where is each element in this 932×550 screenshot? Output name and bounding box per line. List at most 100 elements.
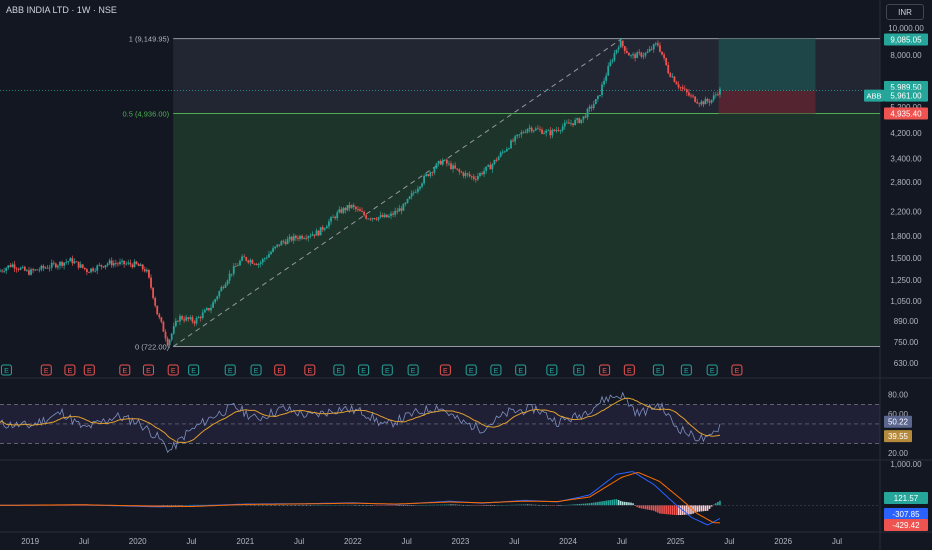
candle-body xyxy=(363,211,366,216)
macd-histogram-bar xyxy=(179,505,181,506)
candle-body xyxy=(131,264,134,268)
candle-body xyxy=(615,49,618,54)
macd-histogram-bar xyxy=(514,504,516,506)
rsi-tick-label: 80.00 xyxy=(888,391,909,400)
price-tick-label: 3,400.00 xyxy=(890,155,922,164)
candle-body xyxy=(280,241,283,246)
macd-histogram-bar xyxy=(439,504,442,506)
symbol-title: ABB INDIA LTD · 1W · NSE xyxy=(6,5,117,15)
macd-histogram-bar xyxy=(253,504,256,506)
candle-body xyxy=(265,257,268,259)
candle-body xyxy=(282,241,285,242)
macd-histogram-bar xyxy=(489,505,492,506)
macd-histogram-bar xyxy=(520,504,523,506)
candle-body xyxy=(274,246,277,249)
earnings-event-label: E xyxy=(68,368,73,375)
macd-histogram-bar xyxy=(373,505,376,506)
earnings-event-icon xyxy=(731,364,743,376)
candle-body xyxy=(71,258,74,264)
candle-body xyxy=(67,261,70,263)
candle-body xyxy=(166,338,169,346)
candle-body xyxy=(220,287,223,292)
earnings-event-icon xyxy=(439,364,451,376)
macd-histogram-bar xyxy=(301,505,303,506)
earnings-event-icon xyxy=(224,364,236,376)
candle-body xyxy=(299,235,301,239)
position-target-zone xyxy=(718,38,816,91)
candle-body xyxy=(708,101,711,103)
time-tick-label: 2026 xyxy=(774,537,792,546)
price-tick-label: 1,250.00 xyxy=(890,276,922,285)
macd-histogram-bar xyxy=(677,505,680,516)
macd-histogram-bar xyxy=(175,505,177,506)
candle-body xyxy=(112,263,115,266)
earnings-event-icon xyxy=(407,364,419,376)
macd-histogram-bar xyxy=(669,505,672,515)
rsi-value-label: 39.55 xyxy=(888,432,909,441)
candle-body xyxy=(441,160,444,165)
macd-histogram-bar xyxy=(50,505,53,506)
candle-body xyxy=(417,188,419,192)
candle-body xyxy=(40,265,43,270)
candle-body xyxy=(15,268,18,270)
macd-histogram-bar xyxy=(708,505,711,509)
candle-body xyxy=(681,87,684,89)
candle-body xyxy=(516,134,519,137)
earnings-event-icon xyxy=(465,364,477,376)
candle-body xyxy=(588,106,591,109)
price-badge xyxy=(884,107,928,120)
candle-body xyxy=(272,248,274,252)
candle-body xyxy=(508,148,510,150)
candle-body xyxy=(21,266,24,268)
candle-body xyxy=(263,258,266,260)
candle-body xyxy=(419,186,421,189)
candle-body xyxy=(621,40,624,47)
candle-body xyxy=(294,235,297,239)
macd-histogram-bar xyxy=(390,505,392,506)
macd-histogram-bar xyxy=(290,505,293,506)
earnings-event-label: E xyxy=(254,368,259,375)
candle-body xyxy=(665,57,668,65)
candle-body xyxy=(491,164,494,170)
candle-body xyxy=(404,202,407,204)
macd-histogram-bar xyxy=(613,499,616,506)
candle-body xyxy=(247,260,250,263)
earnings-event-label: E xyxy=(576,368,581,375)
candle-body xyxy=(255,264,258,266)
candle-body xyxy=(505,149,508,152)
candle-body xyxy=(485,166,488,171)
candle-body xyxy=(181,316,183,320)
candle-body xyxy=(549,130,552,136)
macd-histogram-bar xyxy=(704,505,707,512)
macd-histogram-bar xyxy=(696,505,698,512)
candle-body xyxy=(189,317,192,320)
candle-body xyxy=(561,126,564,131)
candle-body xyxy=(503,151,506,153)
candle-body xyxy=(85,269,88,273)
macd-histogram-bar xyxy=(535,504,537,506)
currency-button[interactable]: INR xyxy=(886,4,924,20)
macd-histogram-bar xyxy=(683,505,686,515)
macd-histogram-bar xyxy=(437,504,440,506)
candle-body xyxy=(228,273,231,281)
candle-body xyxy=(268,254,270,258)
candle-body xyxy=(574,120,577,125)
candle-body xyxy=(88,272,90,273)
candle-body xyxy=(243,256,246,258)
candle-body xyxy=(7,265,10,268)
macd-histogram-bar xyxy=(553,505,556,506)
candle-body xyxy=(100,264,103,267)
macd-histogram-bar xyxy=(65,505,68,506)
candle-body xyxy=(288,236,291,240)
candle-body xyxy=(429,172,432,177)
candle-body xyxy=(143,269,146,272)
time-tick-label: 2019 xyxy=(21,537,39,546)
candle-body xyxy=(719,88,721,95)
candle-body xyxy=(489,164,492,170)
macd-histogram-bar xyxy=(590,502,593,506)
earnings-event-label: E xyxy=(191,368,196,375)
candle-body xyxy=(563,122,566,127)
macd-histogram-bar xyxy=(466,505,469,506)
macd-histogram-bar xyxy=(626,502,628,506)
